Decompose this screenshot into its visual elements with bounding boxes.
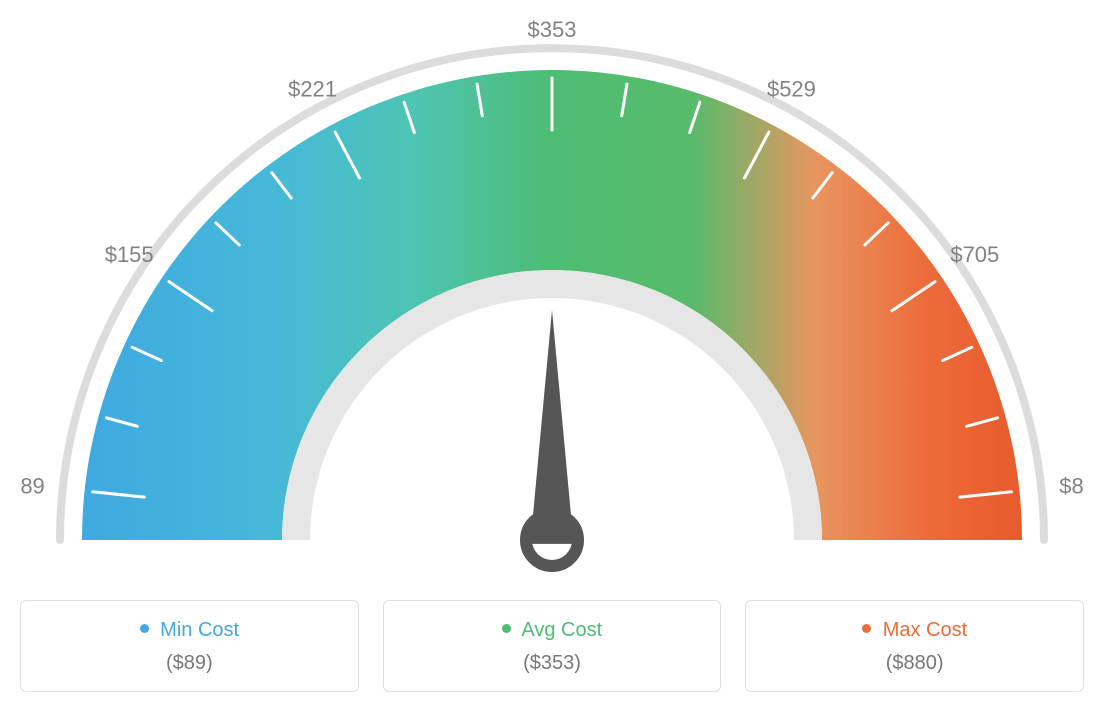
svg-text:$155: $155 bbox=[105, 242, 154, 267]
cost-gauge: $89 $155 $221 $353 $529 $705 $880 bbox=[20, 20, 1084, 580]
legend-dot-avg bbox=[502, 624, 511, 633]
legend-value-avg: ($353) bbox=[394, 652, 711, 675]
legend-dot-max bbox=[862, 624, 871, 633]
svg-text:$89: $89 bbox=[20, 474, 45, 499]
legend-label-max: Max Cost bbox=[883, 619, 967, 641]
legend-value-max: ($880) bbox=[756, 652, 1073, 675]
svg-text:$705: $705 bbox=[950, 242, 999, 267]
legend-label-min: Min Cost bbox=[160, 619, 239, 641]
svg-text:$353: $353 bbox=[528, 20, 577, 42]
svg-text:$221: $221 bbox=[288, 77, 337, 102]
legend-card-avg: Avg Cost ($353) bbox=[383, 600, 722, 692]
svg-text:$529: $529 bbox=[767, 77, 816, 102]
legend-row: Min Cost ($89) Avg Cost ($353) Max Cost … bbox=[20, 600, 1084, 692]
legend-card-max: Max Cost ($880) bbox=[745, 600, 1084, 692]
legend-dot-min bbox=[140, 624, 149, 633]
legend-card-min: Min Cost ($89) bbox=[20, 600, 359, 692]
svg-text:$880: $880 bbox=[1059, 474, 1084, 499]
legend-value-min: ($89) bbox=[31, 652, 348, 675]
legend-label-avg: Avg Cost bbox=[521, 619, 602, 641]
